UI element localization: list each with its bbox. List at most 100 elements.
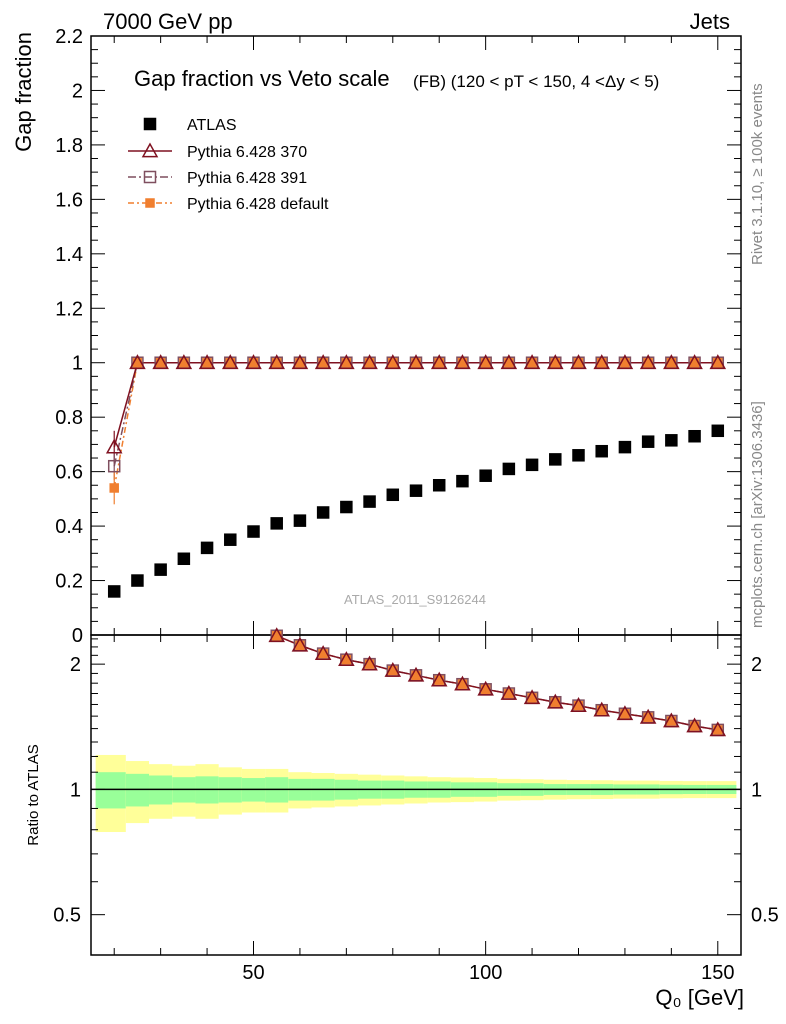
y-tick-label: 0.6 [55,462,83,484]
side-rivet-label: Rivet 3.1.10, ≥ 100k events [749,83,766,265]
legend-entry: Pythia 6.428 default [128,196,329,213]
ratio-pythia-370-point [570,697,587,712]
ratio-pythia-370-point [477,680,494,696]
ratio-pythia-370-point [639,708,657,724]
y-tick-label: 1.8 [55,135,83,157]
pythia-370-point [245,354,262,370]
atlas-data-point [549,453,562,466]
atlas-data-point [386,488,400,502]
ratio-pythia-370-point [361,655,378,671]
header-left: 7000 GeV pp [103,9,233,34]
pythia-370-point [639,354,657,370]
band-inner-segment [95,772,126,809]
atlas-data-point [224,533,237,546]
pythia-370-point [570,354,587,370]
pythia-370-point [105,438,123,454]
ratio-pythia-370-point [593,701,610,717]
y-tick-label: 2.2 [55,26,83,48]
atlas-data-point [688,429,701,443]
atlas-data-point [525,458,539,472]
y-tick-label: 1.2 [55,298,83,320]
pythia-370-point [129,354,146,370]
ratio-pythia-370-point [454,675,471,691]
legend-label: Pythia 6.428 370 [187,144,307,161]
pythia-370-point [477,354,494,370]
pythia-391-point [107,459,121,473]
atlas-data-point [432,479,446,492]
ratio-pythia-370-point [338,651,355,667]
y-tick-label: 1.6 [55,189,83,211]
main-plot: 0 0.2 0.4 0.6 0.8 1 1.2 1.4 1.6 1.8 2 2.2 [55,26,742,647]
atlas-data-point [340,500,353,514]
legend-marker [141,142,159,158]
legend-marker [145,198,155,208]
ratio-pythia-370-point [663,712,680,728]
x-axis-label: Q₀ [GeV] [655,985,744,1010]
ratio-pythia-370-point [268,627,285,643]
atlas-data-point [200,541,214,555]
pythia-370-point [222,354,239,370]
ratio-plot: 50 100 150 0.5 0.5 1 1 2 2 [53,627,779,984]
pythia-370-point [593,354,610,370]
atlas-data-point [618,440,632,454]
y-tick-label: 2 [72,80,83,102]
pythia-370-point [361,354,378,370]
pythia-370-point [523,354,541,370]
pythia-370-point [291,354,309,370]
atlas-data-point [409,484,423,497]
atlas-data-point [247,525,260,538]
ratio-y-tick-label: 2 [70,654,81,676]
legend-marker [143,117,157,131]
ratio-y-tick-label-right: 0.5 [751,905,779,927]
atlas-data-point [131,574,144,587]
ratio-pythia-370-point [384,662,402,677]
atlas-data-point [502,462,516,476]
ratio-pythia-370-point [616,705,634,721]
legend-entry: Pythia 6.428 391 [128,170,307,187]
main-title: Gap fraction vs Veto scale [134,66,390,91]
legend: ATLAS Pythia 6.428 370 Pythia 6.428 391 Pyt… [128,117,329,213]
y-tick-label: 0 [72,625,83,647]
atlas-data-point [595,444,608,458]
y-tick-label: 0.2 [55,571,83,593]
y-tick-label: 1 [72,353,83,375]
ratio-y-tick-label: 0.5 [53,905,81,927]
uncertainty-bands [95,754,737,833]
atlas-data-point [316,506,330,519]
pythia-370-point [454,354,471,370]
pythia-370-point [268,354,285,370]
pythia-370-point [663,354,680,370]
pythia-370-point [338,354,355,370]
ratio-pythia-370-point [291,636,309,652]
watermark: ATLAS_2011_S9126244 [344,592,486,607]
atlas-data-point [665,434,678,447]
ratio-pythia-370-point [709,721,727,737]
pythia-370-point [152,354,169,370]
ratio-pythia-370-point [430,671,448,687]
pythia-default-line [113,361,718,489]
atlas-data-point [270,517,283,530]
legend-label: Pythia 6.428 default [187,196,329,213]
legend-marker [143,170,157,184]
ratio-y-tick-label-right: 2 [751,654,762,676]
legend-entry: ATLAS [143,117,237,134]
pythia-370-point [198,354,216,370]
ratio-pythia-370-point [547,693,564,709]
atlas-data-point [293,514,307,527]
x-tick-label: 100 [469,962,502,984]
atlas-data-point [479,469,492,482]
atlas-data-point [572,449,585,462]
pythia-370-point [616,354,634,370]
ratio-frame [90,634,742,956]
pythia-370-line [113,361,718,448]
main-subtitle: (FB) (120 < pT < 150, 4 <Δy < 5) [413,72,659,91]
y-tick-label: 0.8 [55,407,83,429]
legend-label: ATLAS [187,117,237,134]
x-tick-label: 150 [701,962,734,984]
pythia-370-point [314,354,332,370]
ratio-pythia-370-point [407,666,425,682]
atlas-data-point [456,474,469,488]
y-tick-label: 0.4 [55,516,83,538]
ratio-pythia-370-point [686,717,703,733]
